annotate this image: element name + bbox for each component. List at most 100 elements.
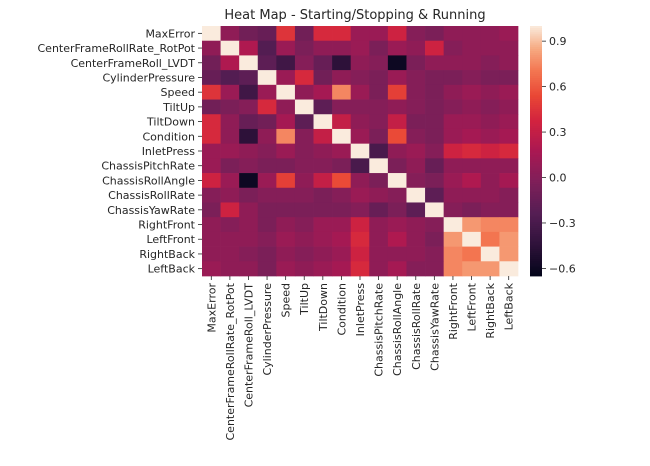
heatmap-cell-InletPress-RightFront — [443, 143, 463, 159]
heatmap-cell-TiltDown-ChassisRollAngle — [387, 114, 407, 130]
heatmap-cell-ChassisYawRate-LeftFront — [462, 202, 482, 218]
heatmap-cell-InletPress-Speed — [276, 143, 296, 159]
heatmap-cell-ChassisYawRate-TiltUp — [294, 202, 314, 218]
heatmap-cell-TiltUp-CenterFrameRoll_LVDT — [239, 99, 259, 115]
heatmap-cell-ChassisRollAngle-ChassisPitchRate — [369, 173, 389, 189]
colorbar-segment — [530, 205, 542, 208]
colorbar-segment — [530, 217, 542, 221]
colorbar-segment — [530, 82, 542, 85]
colorbar-tick-label: 0.3 — [549, 126, 567, 139]
heatmap-cell-CenterFrameRoll_LVDT-CylinderPressure — [257, 55, 277, 71]
heatmap-cell-CenterFrameRollRate_RotPot-InletPress — [350, 40, 370, 56]
heatmap-cell-TiltUp-MaxError — [202, 99, 221, 115]
heatmap-cell-TiltUp-RightBack — [480, 99, 500, 115]
heatmap-cell-LeftBack-Condition — [332, 261, 352, 277]
colorbar-segment — [530, 148, 542, 152]
heatmap-cell-LeftBack-RightFront — [443, 261, 463, 277]
heatmap-cell-ChassisRollRate-ChassisRollAngle — [387, 187, 407, 203]
colorbar-segment — [530, 73, 542, 77]
heatmap-cell-ChassisPitchRate-TiltUp — [294, 158, 314, 174]
heatmap-cell-RightFront-CenterFrameRoll_LVDT — [239, 217, 259, 233]
chart-title: Heat Map - Starting/Stopping & Running — [224, 8, 485, 23]
colorbar-segment — [530, 180, 542, 183]
heatmap-cell-CylinderPressure-TiltDown — [313, 70, 333, 86]
heatmap-cell-LeftBack-CenterFrameRoll_LVDT — [239, 261, 259, 277]
heatmap-cell-RightFront-Condition — [332, 217, 352, 233]
heatmap-cell-CylinderPressure-ChassisYawRate — [425, 70, 444, 86]
heatmap-cell-TiltDown-ChassisRollRate — [406, 114, 426, 130]
heatmap-cell-TiltDown-TiltUp — [294, 114, 314, 130]
heatmap-cell-RightFront-ChassisRollRate — [406, 217, 426, 233]
heatmap-cell-LeftBack-InletPress — [350, 261, 370, 277]
colorbar-segment — [530, 132, 542, 135]
heatmap-cell-ChassisRollRate-Speed — [276, 187, 296, 203]
heatmap-cell-Condition-CenterFrameRollRate_RotPot — [220, 128, 240, 144]
heatmap-cell-MaxError-CylinderPressure — [257, 26, 277, 42]
heatmap-cell-LeftBack-MaxError — [202, 261, 221, 277]
heatmap-cell-CylinderPressure-ChassisRollRate — [406, 70, 426, 86]
colorbar-segment — [530, 228, 542, 231]
heatmap-cell-ChassisRollAngle-TiltDown — [313, 173, 333, 189]
heatmap-cell-ChassisRollRate-RightFront — [443, 187, 463, 203]
heatmap-cell-CylinderPressure-CenterFrameRoll_LVDT — [239, 70, 259, 86]
colorbar-segment — [530, 101, 542, 104]
heatmap-cell-MaxError-LeftFront — [462, 26, 482, 42]
heatmap-cell-TiltUp-ChassisPitchRate — [369, 99, 389, 115]
heatmap-cell-MaxError-LeftBack — [499, 26, 519, 42]
heatmap-cell-Speed-ChassisYawRate — [425, 84, 444, 100]
heatmap-cell-CenterFrameRoll_LVDT-InletPress — [350, 55, 370, 71]
heatmap-cell-Speed-ChassisRollAngle — [387, 84, 407, 100]
heatmap-cell-LeftFront-RightFront — [443, 231, 463, 247]
heatmap-cell-CenterFrameRoll_LVDT-Speed — [276, 55, 296, 71]
heatmap-cell-CenterFrameRoll_LVDT-ChassisRollAngle — [387, 55, 407, 71]
heatmap-cell-CenterFrameRollRate_RotPot-CenterFrameRollRate_RotPot — [220, 40, 240, 56]
colorbar-segment — [530, 111, 542, 114]
heatmap-cell-RightBack-ChassisRollAngle — [387, 246, 407, 262]
colorbar-segment — [530, 67, 542, 71]
heatmap-cell-RightBack-LeftBack — [499, 246, 519, 262]
colorbar-segment — [530, 32, 542, 35]
heatmap-cell-MaxError-ChassisRollAngle — [387, 26, 407, 42]
heatmap-cell-TiltDown-LeftBack — [499, 114, 519, 130]
heatmap-cell-CylinderPressure-ChassisPitchRate — [369, 70, 389, 86]
colorbar-segment — [530, 142, 542, 146]
heatmap-cell-ChassisYawRate-MaxError — [202, 202, 221, 218]
y-tick-label: RightFront — [138, 219, 195, 232]
heatmap-cell-ChassisRollAngle-ChassisYawRate — [425, 173, 444, 189]
colorbar-segment — [530, 153, 542, 156]
heatmap-cell-TiltUp-CenterFrameRollRate_RotPot — [220, 99, 240, 115]
heatmap-cell-Speed-MaxError — [202, 84, 221, 100]
heatmap-cell-InletPress-LeftFront — [462, 143, 482, 159]
heatmap-cell-RightBack-CenterFrameRollRate_RotPot — [220, 246, 240, 262]
heatmap-cell-RightBack-LeftFront — [462, 246, 482, 262]
colorbar-segment — [530, 203, 542, 206]
colorbar-segment — [530, 105, 542, 108]
heatmap-cell-ChassisRollRate-Condition — [332, 187, 352, 203]
heatmap-cell-ChassisYawRate-ChassisPitchRate — [369, 202, 389, 218]
heatmap-cell-MaxError-InletPress — [350, 26, 370, 42]
x-tick-label: LeftBack — [503, 282, 516, 330]
heatmap-cell-LeftBack-Speed — [276, 261, 296, 277]
y-tick-label: ChassisYawRate — [107, 204, 195, 217]
heatmap-cell-ChassisPitchRate-ChassisRollRate — [406, 158, 426, 174]
colorbar-segment — [530, 121, 542, 125]
heatmap-cell-ChassisRollRate-MaxError — [202, 187, 221, 203]
heatmap-cell-RightFront-RightBack — [480, 217, 500, 233]
x-tick-label: ChassisPitchRate — [373, 283, 386, 377]
colorbar-segment — [530, 221, 542, 225]
heatmap-cell-Condition-LeftFront — [462, 128, 482, 144]
y-tick-label: CenterFrameRoll_LVDT — [71, 57, 196, 70]
colorbar-segment — [530, 213, 542, 216]
colorbar-segment — [530, 161, 542, 164]
heatmap-cell-InletPress-Condition — [332, 143, 352, 159]
x-tick-label: Condition — [335, 283, 348, 336]
colorbar-segment — [530, 186, 542, 189]
colorbar-segment — [530, 36, 542, 39]
heatmap-cell-CenterFrameRoll_LVDT-TiltUp — [294, 55, 314, 71]
heatmap-cell-CenterFrameRollRate_RotPot-CylinderPressure — [257, 40, 277, 56]
heatmap-cell-LeftFront-MaxError — [202, 231, 221, 247]
colorbar-segment — [530, 138, 542, 141]
heatmap-cell-ChassisYawRate-InletPress — [350, 202, 370, 218]
heatmap-cell-ChassisRollRate-CenterFrameRoll_LVDT — [239, 187, 259, 203]
colorbar-segment — [530, 88, 542, 91]
